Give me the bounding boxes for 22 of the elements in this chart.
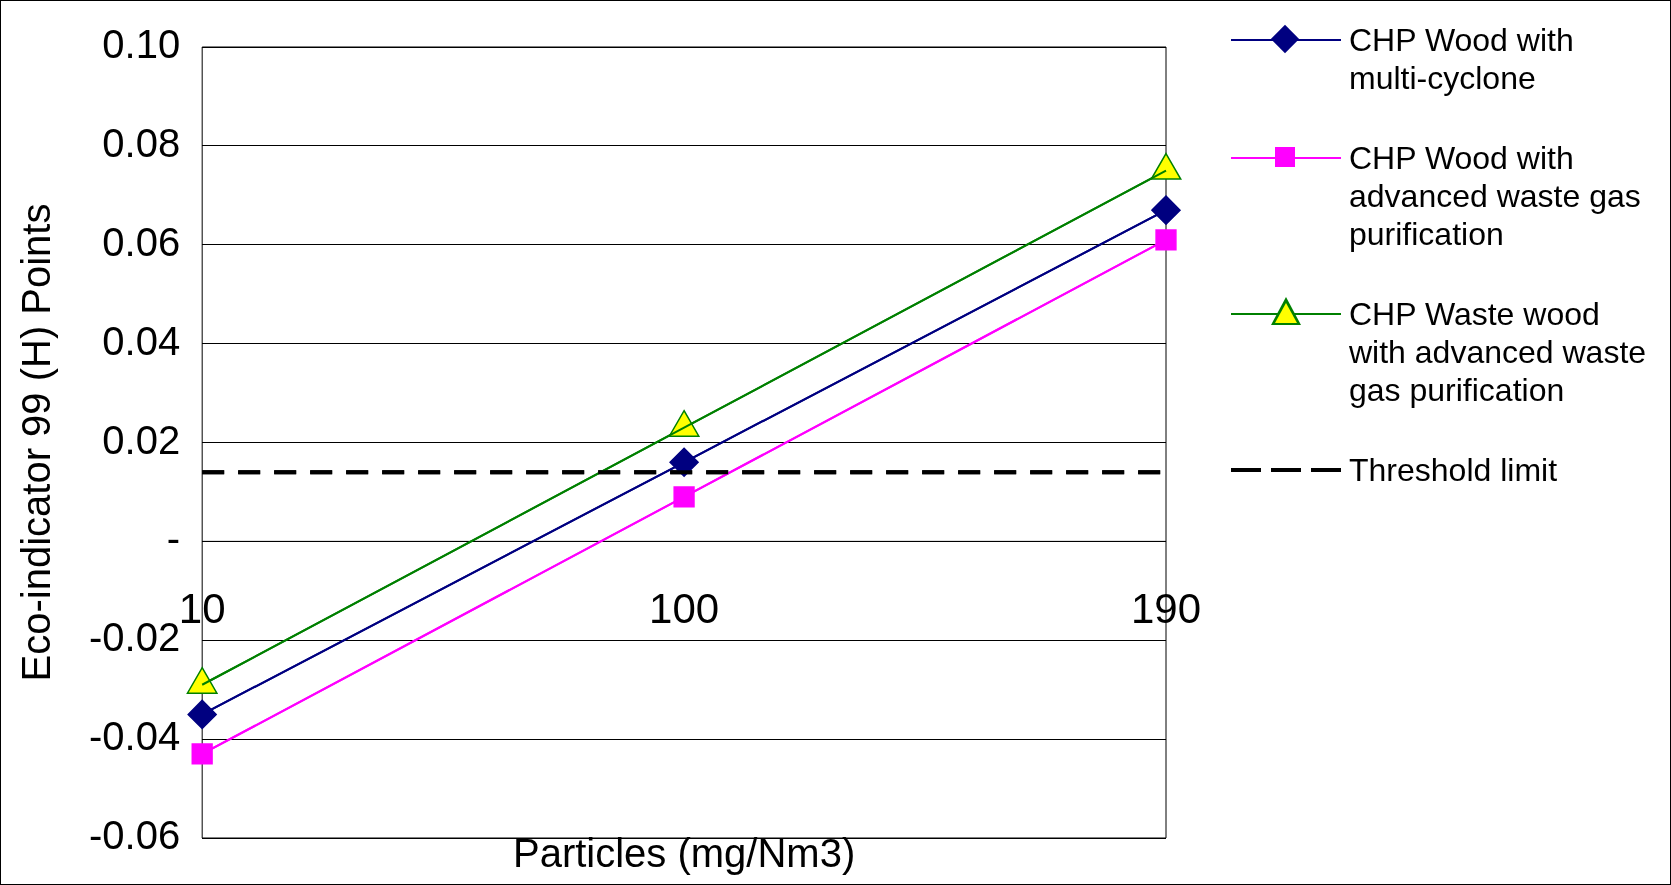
point	[673, 486, 695, 508]
y-tick-label: -0.02	[89, 615, 181, 660]
point	[1151, 195, 1181, 225]
x-axis-title: Particles (mg/Nm3)	[512, 830, 856, 875]
point	[187, 699, 217, 730]
x-tick-label: 100	[649, 585, 720, 633]
x-tick-label: 190	[1130, 585, 1202, 633]
y-tick-label: -0.04	[89, 714, 181, 759]
y-tick-label: 0.10	[102, 22, 181, 67]
y-tick-label: -	[166, 516, 181, 561]
y-axis-title: Eco-indicator 99 (H) Points	[14, 203, 59, 682]
point	[1155, 229, 1177, 251]
point	[191, 743, 213, 765]
y-tick-label: -0.06	[89, 813, 181, 858]
y-tick-label: 0.08	[102, 120, 181, 165]
legend-label: Threshold limit	[1349, 451, 1559, 489]
y-tick-label: 0.04	[102, 318, 181, 363]
y-tick-label: 0.06	[102, 219, 181, 264]
y-tick-label: 0.02	[102, 417, 181, 462]
legend-label: CHP Wood with advanced waste gas purification	[1349, 139, 1642, 253]
legend-label: CHP Waste wood with advanced waste gas purification	[1349, 295, 1648, 409]
legend-label: CHP Wood with multi-cyclone	[1349, 21, 1575, 97]
